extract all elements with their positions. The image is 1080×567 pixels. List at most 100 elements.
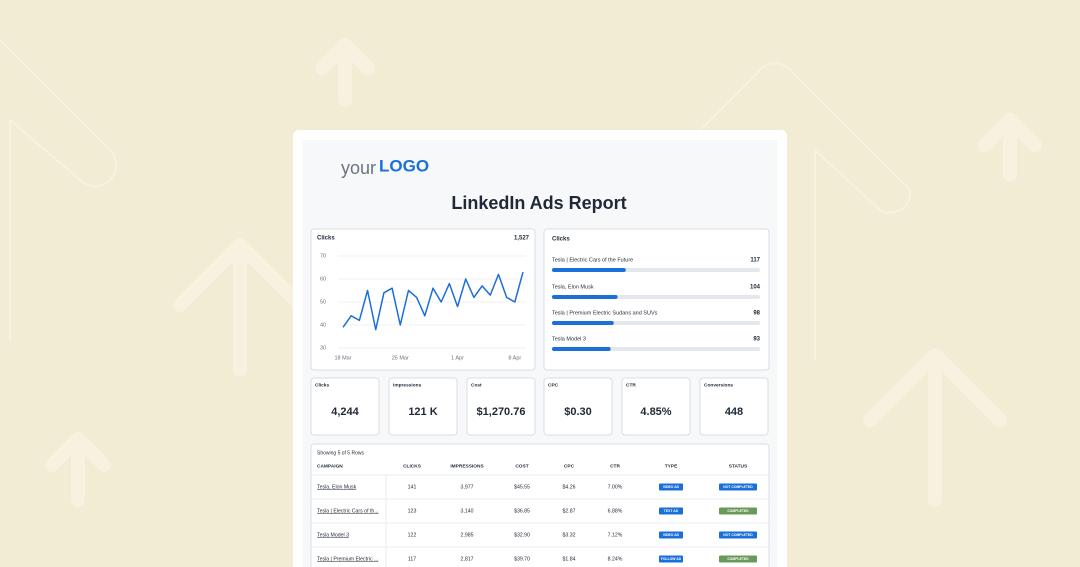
background-arrows [45, 38, 1042, 507]
column-header: IMPRESSIONS [450, 463, 484, 469]
table-cell: $4.26 [563, 484, 576, 490]
badge [719, 483, 757, 491]
badge [659, 483, 683, 491]
logo-prefix: your [341, 158, 376, 178]
table-cell: 8.24% [608, 556, 623, 562]
badge-text: COMPLETED [727, 557, 749, 561]
bar-value: 93 [753, 337, 760, 343]
kpi-card [466, 377, 536, 436]
line-chart-panel [310, 228, 536, 371]
y-tick-label: 30 [320, 345, 326, 351]
kpi-card [543, 377, 613, 436]
table-cell: 7.12% [608, 532, 623, 538]
y-tick-label: 50 [320, 299, 326, 305]
table-cell: 3,140 [461, 508, 474, 514]
line-chart-total: 1,527 [514, 236, 530, 242]
kpi-card [621, 377, 691, 436]
column-header: CPC [564, 463, 575, 469]
table-cell: 122 [408, 532, 417, 538]
kpi-label: Cost [471, 382, 482, 388]
badge-text: NOT COMPLETED [723, 533, 753, 537]
report-title: LinkedIn Ads Report [451, 193, 626, 213]
x-tick-label: 25 Mar [392, 355, 409, 361]
badge-text: NOT COMPLETED [723, 485, 753, 489]
bar [552, 347, 611, 351]
kpi-card [388, 377, 458, 436]
badge-text: VIDEO AD [663, 533, 680, 537]
column-header: CAMPAIGN [317, 463, 343, 469]
bar [552, 268, 626, 272]
x-tick-label: 8 Apr [508, 355, 521, 361]
campaign-link: Tesla | Electric Cars of th... [317, 508, 379, 514]
bar-value: 98 [753, 311, 760, 317]
campaign-link: Tesla | Premium Electric ... [317, 556, 378, 562]
bar-value: 117 [750, 258, 760, 264]
bar [552, 321, 614, 325]
table-cell: 7.00% [608, 484, 623, 490]
table-cell: $45.55 [514, 484, 530, 490]
badge [719, 507, 757, 515]
kpi-label: Impressions [393, 382, 422, 388]
badge [659, 531, 683, 539]
campaign-link: Tesla Model 3 [317, 532, 349, 538]
column-header: CLICKS [403, 463, 422, 469]
table-cell: $2.87 [563, 508, 576, 514]
kpi-label: Conversions [704, 382, 733, 388]
table-cell: 141 [408, 484, 417, 490]
table-cell: 3,977 [461, 484, 474, 490]
bar-list-panel [543, 228, 770, 371]
badge-text: VIDEO AD [663, 485, 680, 489]
table-cell: 6.88% [608, 508, 623, 514]
table-caption: Showing 5 of 5 Rows [317, 450, 364, 456]
badge [719, 531, 757, 539]
line-chart-title: Clicks [317, 236, 335, 242]
bar-label: Tesla Model 3 [552, 336, 586, 342]
badge-text: COMPLETED [727, 509, 749, 513]
x-tick-label: 18 Mar [334, 355, 351, 361]
table-cell: $1.84 [563, 556, 576, 562]
column-header: TYPE [665, 463, 678, 469]
badge-text: FOLLOW AD [661, 557, 682, 561]
kpi-label: CPC [548, 382, 559, 388]
table-cell: $39.70 [514, 556, 530, 562]
y-tick-label: 40 [320, 322, 326, 328]
table-cell: 2,985 [461, 532, 474, 538]
campaign-link: Tesla, Elon Musk [317, 484, 357, 490]
kpi-value: 448 [725, 406, 743, 418]
bar-value: 104 [750, 285, 761, 291]
table-panel [310, 443, 770, 567]
column-header: CTR [610, 463, 620, 469]
badge [719, 555, 757, 563]
table-cell: 123 [408, 508, 417, 514]
y-tick-label: 60 [320, 276, 326, 282]
background-lines [0, 39, 912, 360]
bar-label: Tesla | Electric Cars of the Future [552, 257, 633, 263]
badge [659, 555, 683, 563]
kpi-value: $1,270.76 [477, 406, 526, 418]
table-cell: 2,817 [461, 556, 474, 562]
column-header: COST [515, 463, 528, 469]
bar [552, 295, 618, 299]
kpi-value: 4.85% [640, 406, 671, 418]
y-tick-label: 70 [320, 253, 326, 259]
badge-text: TEXT AD [664, 509, 679, 513]
logo-name: LOGO [379, 156, 429, 175]
bar-list-title: Clicks [552, 237, 570, 243]
kpi-card [310, 377, 380, 436]
bar-label: Tesla | Premium Electric Sudans and SUVs [552, 310, 658, 316]
kpi-label: CTR [626, 382, 636, 388]
kpi-value: 4,244 [331, 406, 359, 418]
column-header: STATUS [729, 463, 748, 469]
table-cell: $32.90 [514, 532, 530, 538]
table-cell: 117 [408, 556, 416, 562]
x-tick-label: 1 Apr [451, 355, 464, 361]
kpi-value: 121 K [408, 406, 437, 418]
kpi-value: $0.30 [564, 406, 592, 418]
table-cell: $36.85 [514, 508, 530, 514]
badge [659, 507, 683, 515]
kpi-card [699, 377, 769, 436]
table-cell: $3.32 [563, 532, 576, 538]
kpi-label: Clicks [315, 382, 329, 388]
